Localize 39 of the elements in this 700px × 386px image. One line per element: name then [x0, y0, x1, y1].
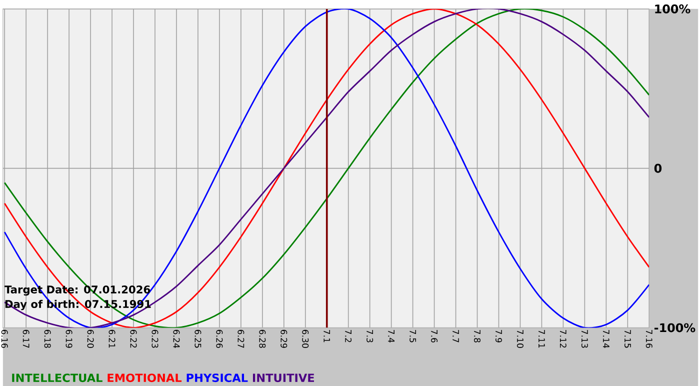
text: INTELLECTUAL — [12, 373, 102, 382]
x-tick-label: 7.3 — [366, 330, 374, 342]
x-tick-label: 6.22 — [130, 330, 137, 348]
x-tick-label: 6.23 — [152, 330, 158, 348]
x-tick-label: 6.26 — [216, 330, 223, 348]
x-tick-label: 6.28 — [259, 330, 266, 348]
x-tick-label: 6.19 — [66, 330, 72, 348]
x-tick-label: 6.25 — [194, 330, 202, 348]
x-tick-label: 7.15 — [624, 330, 631, 348]
x-tick-label: 6.21 — [108, 330, 116, 348]
x-tick-label: 7.4 — [388, 330, 394, 342]
x-tick-label: 7.7 — [452, 330, 459, 342]
x-tick-label: 6.30 — [302, 330, 309, 348]
line-series — [4, 8, 650, 328]
x-tick-label: 7.1 — [324, 330, 330, 342]
x-tick-label: 6.24 — [173, 330, 180, 348]
x-tick-label: 7.13 — [581, 330, 588, 348]
x-tick-label: 7.6 — [431, 330, 438, 342]
x-tick-label: 7.12 — [560, 330, 566, 348]
x-tick-label: 6.29 — [280, 330, 288, 348]
x-tick-label: 7.11 — [538, 330, 545, 348]
text: EMOTIONAL — [108, 373, 182, 382]
x-tick-label: 7.9 — [495, 330, 502, 342]
x-tick-label: 6.17 — [22, 330, 30, 348]
x-tick-label: 7.14 — [603, 330, 610, 348]
text: PHYSICAL — [186, 373, 248, 382]
x-tick-label: 6.20 — [87, 330, 94, 348]
x-tick-label: 7.8 — [474, 330, 481, 342]
y-tick-label: 0 — [654, 164, 662, 173]
x-tick-label: 7.2 — [345, 330, 352, 342]
x-tick-label: 6.16 — [1, 330, 8, 348]
x-tick-label: 7.16 — [646, 330, 652, 348]
y-tick-label: -100% — [654, 323, 696, 332]
x-tick-label: 7.10 — [516, 330, 524, 348]
x-tick-label: 7.5 — [410, 330, 416, 342]
text: INTUITIVE — [252, 374, 314, 382]
x-tick-label: 6.27 — [238, 330, 244, 348]
y-tick-label: 100% — [655, 4, 690, 14]
x-tick-label: 6.18 — [44, 330, 51, 348]
